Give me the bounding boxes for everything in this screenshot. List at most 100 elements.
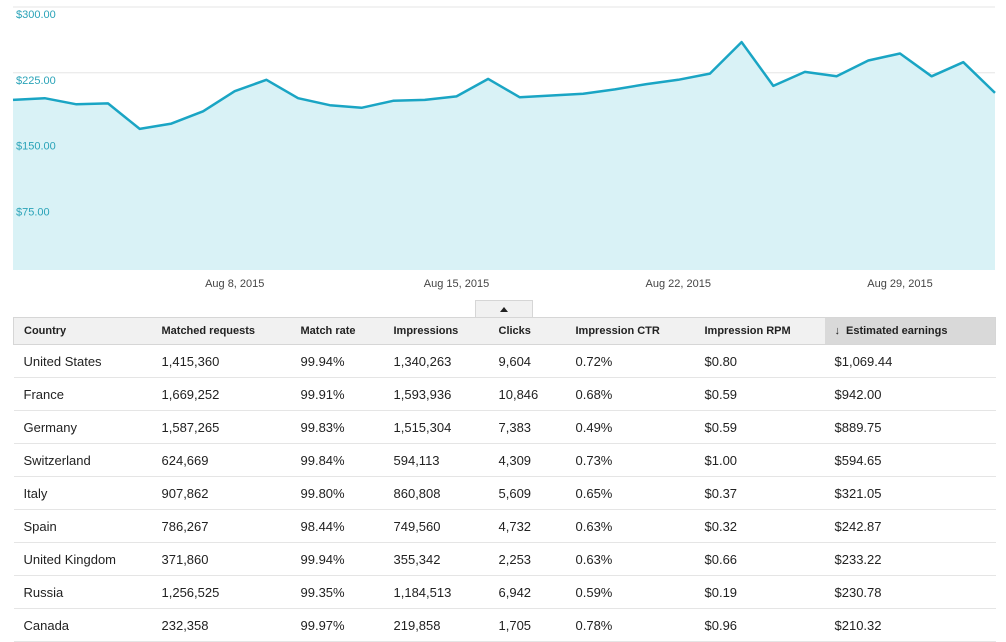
sort-descending-icon: ↓ bbox=[834, 325, 841, 337]
cell-clicks: 1,705 bbox=[488, 608, 566, 642]
table-row: Germany 1,587,265 99.83% 1,515,304 7,383 0.49… bbox=[13, 410, 996, 444]
table-row: Russia 1,256,525 99.35% 1,184,513 6,942 0.59%… bbox=[13, 575, 996, 609]
cell-impressions: 219,858 bbox=[383, 608, 489, 642]
y-tick-label: $75.00 bbox=[16, 206, 50, 218]
cell-country: Germany bbox=[13, 410, 152, 444]
cell-impression-ctr: 0.63% bbox=[565, 542, 695, 576]
cell-impression-ctr: 0.49% bbox=[565, 410, 695, 444]
cell-estimated-earnings: $889.75 bbox=[824, 410, 996, 444]
col-header-clicks[interactable]: Clicks bbox=[488, 317, 566, 345]
cell-estimated-earnings: $942.00 bbox=[824, 377, 996, 411]
y-tick-label: $150.00 bbox=[16, 141, 56, 153]
cell-country: Italy bbox=[13, 476, 152, 510]
cell-match-rate: 99.94% bbox=[290, 344, 384, 378]
cell-clicks: 5,609 bbox=[488, 476, 566, 510]
table-header-row: Country Matched requests Match rate Impr… bbox=[13, 317, 996, 345]
cell-impressions: 1,184,513 bbox=[383, 575, 489, 609]
cell-clicks: 4,732 bbox=[488, 509, 566, 543]
col-header-matched-requests[interactable]: Matched requests bbox=[151, 317, 291, 345]
cell-match-rate: 99.84% bbox=[290, 443, 384, 477]
cell-impression-ctr: 0.68% bbox=[565, 377, 695, 411]
cell-impression-rpm: $0.37 bbox=[694, 476, 825, 510]
col-header-impression-rpm[interactable]: Impression RPM bbox=[694, 317, 825, 345]
cell-impression-rpm: $0.59 bbox=[694, 410, 825, 444]
cell-impression-rpm: $0.66 bbox=[694, 542, 825, 576]
y-tick-label: $225.00 bbox=[16, 75, 56, 87]
cell-country: Russia bbox=[13, 575, 152, 609]
table-row: United Kingdom 371,860 99.94% 355,342 2,253 0… bbox=[13, 542, 996, 576]
cell-impressions: 355,342 bbox=[383, 542, 489, 576]
table-row: Canada 232,358 99.97% 219,858 1,705 0.78% $0.9… bbox=[13, 608, 996, 642]
cell-impression-ctr: 0.72% bbox=[565, 344, 695, 378]
cell-country: Spain bbox=[13, 509, 152, 543]
earnings-line bbox=[12, 40, 996, 131]
earnings-chart: $300.00$225.00$150.00$75.00 Aug 8, 2015 A… bbox=[12, 6, 996, 290]
cell-estimated-earnings: $242.87 bbox=[824, 509, 996, 543]
cell-clicks: 7,383 bbox=[488, 410, 566, 444]
table-row: Spain 786,267 98.44% 749,560 4,732 0.63% $0.32… bbox=[13, 509, 996, 543]
cell-clicks: 2,253 bbox=[488, 542, 566, 576]
cell-clicks: 9,604 bbox=[488, 344, 566, 378]
x-axis-labels: Aug 8, 2015 Aug 15, 2015 Aug 22, 2015 Aug 2… bbox=[205, 278, 933, 290]
cell-estimated-earnings: $233.22 bbox=[824, 542, 996, 576]
col-header-impression-ctr[interactable]: Impression CTR bbox=[565, 317, 695, 345]
cell-impression-rpm: $0.32 bbox=[694, 509, 825, 543]
table-row: Italy 907,862 99.80% 860,808 5,609 0.65% $0.37… bbox=[13, 476, 996, 510]
cell-matched-requests: 1,669,252 bbox=[151, 377, 291, 411]
table-row: United States 1,415,360 99.94% 1,340,263 9,6… bbox=[13, 344, 996, 378]
cell-matched-requests: 1,415,360 bbox=[151, 344, 291, 378]
cell-match-rate: 99.97% bbox=[290, 608, 384, 642]
cell-matched-requests: 907,862 bbox=[151, 476, 291, 510]
cell-country: Canada bbox=[13, 608, 152, 642]
cell-impression-rpm: $1.00 bbox=[694, 443, 825, 477]
x-tick-label: Aug 8, 2015 bbox=[205, 278, 264, 290]
cell-country: Switzerland bbox=[13, 443, 152, 477]
cell-impression-rpm: $0.59 bbox=[694, 377, 825, 411]
cell-match-rate: 99.91% bbox=[290, 377, 384, 411]
table-row: France 1,669,252 99.91% 1,593,936 10,846 0.68… bbox=[13, 377, 996, 411]
col-header-estimated-earnings-label: Estimated earnings bbox=[846, 325, 948, 337]
cell-impression-rpm: $0.80 bbox=[694, 344, 825, 378]
cell-match-rate: 99.80% bbox=[290, 476, 384, 510]
cell-impression-ctr: 0.59% bbox=[565, 575, 695, 609]
cell-impressions: 594,113 bbox=[383, 443, 489, 477]
table-row: Switzerland 624,669 99.84% 594,113 4,309 0.73… bbox=[13, 443, 996, 477]
cell-country: United States bbox=[13, 344, 152, 378]
cell-match-rate: 99.83% bbox=[290, 410, 384, 444]
cell-match-rate: 99.94% bbox=[290, 542, 384, 576]
cell-impressions: 749,560 bbox=[383, 509, 489, 543]
cell-impressions: 860,808 bbox=[383, 476, 489, 510]
x-tick-label: Aug 29, 2015 bbox=[867, 278, 932, 290]
col-header-match-rate[interactable]: Match rate bbox=[290, 317, 384, 345]
cell-impression-rpm: $0.19 bbox=[694, 575, 825, 609]
cell-clicks: 4,309 bbox=[488, 443, 566, 477]
cell-clicks: 6,942 bbox=[488, 575, 566, 609]
cell-estimated-earnings: $321.05 bbox=[824, 476, 996, 510]
cell-estimated-earnings: $594.65 bbox=[824, 443, 996, 477]
cell-matched-requests: 624,669 bbox=[151, 443, 291, 477]
y-axis-labels: $300.00 $225.00 $150.00 $75.00 bbox=[16, 9, 56, 218]
cell-matched-requests: 371,860 bbox=[151, 542, 291, 576]
cell-estimated-earnings: $230.78 bbox=[824, 575, 996, 609]
collapse-chart-toggle[interactable] bbox=[475, 300, 533, 317]
cell-impressions: 1,515,304 bbox=[383, 410, 489, 444]
x-tick-label: Aug 22, 2015 bbox=[645, 278, 710, 290]
cell-impression-rpm: $0.96 bbox=[694, 608, 825, 642]
cell-matched-requests: 232,358 bbox=[151, 608, 291, 642]
col-header-estimated-earnings[interactable]: ↓ Estimated earnings bbox=[824, 317, 996, 345]
cell-country: United Kingdom bbox=[13, 542, 152, 576]
cell-match-rate: 98.44% bbox=[290, 509, 384, 543]
cell-estimated-earnings: $1,069.44 bbox=[824, 344, 996, 378]
col-header-impressions[interactable]: Impressions bbox=[383, 317, 489, 345]
triangle-up-icon bbox=[500, 306, 508, 312]
earnings-area-fill bbox=[13, 42, 995, 270]
cell-matched-requests: 1,587,265 bbox=[151, 410, 291, 444]
cell-impression-ctr: 0.63% bbox=[565, 509, 695, 543]
col-header-country[interactable]: Country bbox=[13, 317, 152, 345]
cell-country: France bbox=[13, 377, 152, 411]
cell-matched-requests: 1,256,525 bbox=[151, 575, 291, 609]
y-tick-label: $300.00 bbox=[16, 9, 56, 21]
cell-match-rate: 99.35% bbox=[290, 575, 384, 609]
cell-estimated-earnings: $210.32 bbox=[824, 608, 996, 642]
cell-clicks: 10,846 bbox=[488, 377, 566, 411]
